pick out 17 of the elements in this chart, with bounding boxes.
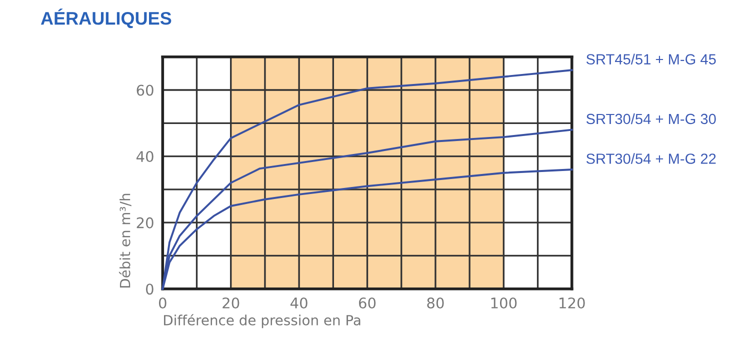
- x-tick-label: 120: [560, 297, 585, 308]
- x-tick-label: 0: [158, 297, 166, 308]
- x-axis-title: Différence de pression en Pa: [164, 314, 360, 328]
- y-tick-label: 0: [146, 284, 154, 295]
- x-tick-label: 40: [290, 297, 308, 308]
- series-label: SRT30/54 + M-G 22: [586, 153, 716, 164]
- x-tick-label: 60: [359, 297, 376, 308]
- chart-title: AÉRAULIQUES: [40, 8, 172, 28]
- x-tick-label: 100: [491, 297, 517, 308]
- series-label: SRT45/51 + M-G 45: [586, 54, 716, 64]
- x-tick-label: 20: [222, 297, 240, 308]
- y-tick-label: 40: [136, 151, 154, 162]
- y-tick-label: 20: [136, 217, 154, 228]
- y-tick-label: 60: [136, 84, 154, 96]
- x-tick-label: 80: [427, 297, 444, 308]
- series-label: SRT30/54 + M-G 30: [586, 113, 716, 124]
- y-axis-title: Débit en m³/h: [118, 194, 132, 288]
